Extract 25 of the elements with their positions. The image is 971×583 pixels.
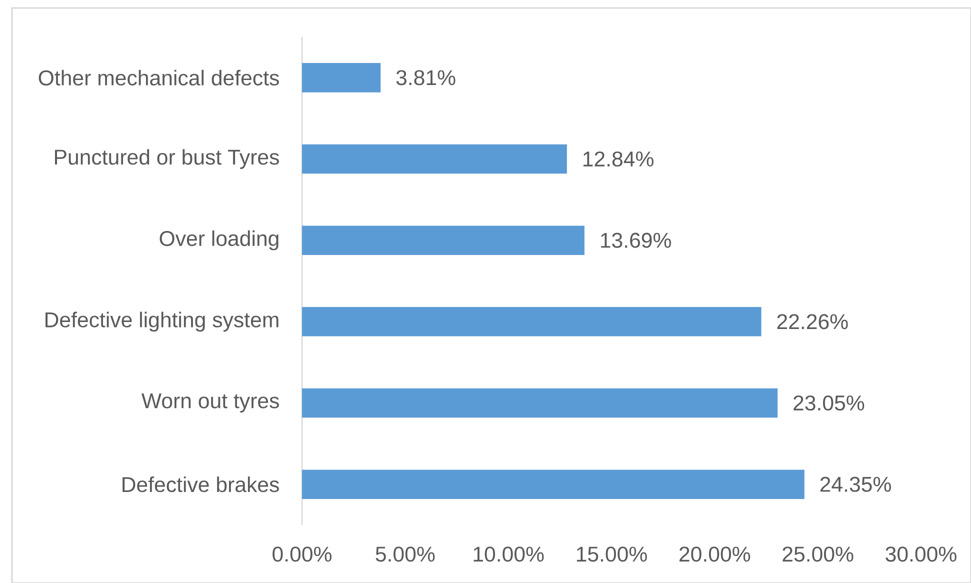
x-tick-label: 15.00% <box>576 546 647 562</box>
y-tick-label: Defective lighting system <box>46 312 278 332</box>
bar <box>302 226 584 255</box>
y-tick-label: Defective brakes <box>122 476 279 492</box>
bar <box>302 388 778 418</box>
y-tick-label: Punctured or bust Tyres <box>55 149 279 169</box>
bar <box>302 63 381 92</box>
x-tick-label: 5.00% <box>376 546 435 562</box>
x-tick-label: 25.00% <box>782 546 854 562</box>
data-label: 23.05% <box>794 395 864 411</box>
data-label: 24.35% <box>820 476 891 492</box>
data-label: 13.69% <box>601 232 671 248</box>
y-tick-label: Worn out tyres <box>141 393 279 413</box>
data-label: 3.81% <box>396 70 456 86</box>
bar <box>302 144 567 174</box>
data-label: 12.84% <box>583 151 654 167</box>
bar <box>302 307 762 336</box>
y-tick-label: Other mechanical defects <box>38 70 279 86</box>
data-label: 22.26% <box>777 314 848 330</box>
x-tick-label: 0.00% <box>272 546 332 562</box>
x-tick-label: 10.00% <box>474 546 544 562</box>
x-tick-label: 30.00% <box>886 546 956 562</box>
x-tick-label: 20.00% <box>680 546 750 562</box>
y-tick-label: Over loading <box>160 230 278 250</box>
bar <box>302 470 804 499</box>
